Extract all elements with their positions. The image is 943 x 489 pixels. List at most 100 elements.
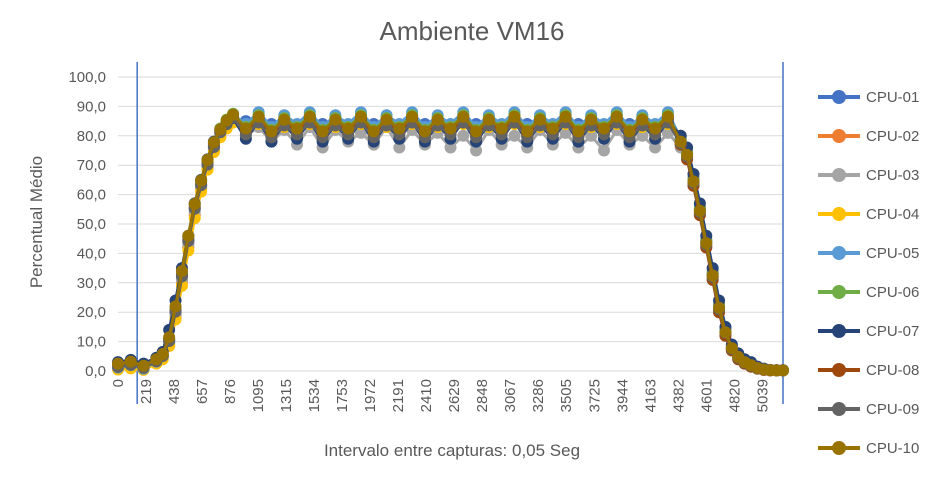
legend-item: CPU-06 <box>818 284 919 301</box>
legend-marker <box>832 207 846 221</box>
x-tick-label: 3286 <box>530 379 547 412</box>
data-point <box>623 125 636 138</box>
data-point <box>649 141 662 154</box>
data-point <box>610 110 623 123</box>
x-tick-label: 2410 <box>418 379 435 412</box>
legend-marker <box>832 129 846 143</box>
y-tick-label: 90,0 <box>77 98 106 115</box>
legend-label: CPU-10 <box>866 440 919 457</box>
y-axis-title: Percentual Médio <box>27 156 46 288</box>
series-layer <box>112 106 789 377</box>
data-point <box>521 125 534 138</box>
data-point <box>112 357 124 370</box>
legend-item: CPU-07 <box>818 323 919 340</box>
data-point <box>182 229 195 242</box>
data-point <box>418 125 431 138</box>
legend-label: CPU-08 <box>866 362 919 379</box>
data-point <box>725 342 738 355</box>
data-point <box>201 153 214 166</box>
data-point <box>495 122 508 135</box>
vertical-markers <box>136 62 784 404</box>
data-point <box>636 113 649 126</box>
legend-item: CPU-09 <box>818 401 919 418</box>
data-point <box>508 129 521 142</box>
y-tick-label: 80,0 <box>77 128 106 145</box>
data-point <box>649 122 662 135</box>
data-point <box>636 129 649 142</box>
data-point <box>597 122 610 135</box>
legend-marker <box>832 285 846 299</box>
data-point <box>572 125 585 138</box>
x-tick-label: 2629 <box>446 379 463 412</box>
data-point <box>175 265 188 278</box>
x-tick-label: 1315 <box>278 379 295 412</box>
data-point <box>444 122 457 135</box>
data-point <box>482 113 495 126</box>
y-tick-label: 40,0 <box>77 245 106 262</box>
legend-marker <box>832 90 846 104</box>
data-point <box>693 204 706 217</box>
chart-title: Ambiente VM16 <box>380 16 565 46</box>
data-point <box>163 331 176 344</box>
series-cpu-10 <box>112 108 789 377</box>
data-point <box>559 110 572 123</box>
data-point <box>367 125 380 138</box>
legend-label: CPU-01 <box>866 89 919 106</box>
legend-label: CPU-06 <box>866 284 919 301</box>
x-tick-label: 438 <box>166 379 183 404</box>
data-point <box>214 123 227 136</box>
data-point <box>156 347 169 360</box>
y-tick-label: 100,0 <box>68 69 106 86</box>
legend-label: CPU-07 <box>866 323 919 340</box>
legend-label: CPU-03 <box>866 167 919 184</box>
data-point <box>700 237 713 250</box>
y-tick-label: 0,0 <box>85 363 106 380</box>
data-point <box>508 110 521 123</box>
data-point <box>169 300 182 313</box>
y-tick-label: 70,0 <box>77 157 106 174</box>
data-point <box>585 129 598 142</box>
x-tick-label: 4163 <box>642 379 659 412</box>
y-axis-ticks: 0,0 10,0 20,0 30,0 40,0 50,0 60,0 70,0 80,0 90,0 1… <box>68 69 106 380</box>
data-point <box>431 113 444 126</box>
x-axis-title: Intervalo entre capturas: 0,05 Seg <box>324 441 580 460</box>
data-point <box>470 125 483 138</box>
x-tick-label: 1972 <box>362 379 379 412</box>
x-tick-label: 5039 <box>754 379 771 412</box>
data-point <box>354 126 367 139</box>
x-tick-label: 2191 <box>390 379 407 412</box>
data-point <box>457 129 470 142</box>
legend-marker <box>832 402 846 416</box>
data-point <box>207 136 220 149</box>
data-point <box>393 141 406 154</box>
x-tick-label: 4601 <box>698 379 715 412</box>
x-tick-label: 3725 <box>586 379 603 412</box>
y-tick-label: 20,0 <box>77 304 106 321</box>
data-point <box>227 108 240 121</box>
x-tick-label: 0 <box>110 379 127 387</box>
data-point <box>719 326 732 339</box>
legend-marker <box>832 363 846 377</box>
legend-marker <box>832 168 846 182</box>
legend-marker <box>832 324 846 338</box>
data-point <box>265 125 278 138</box>
x-tick-label: 3944 <box>614 379 631 412</box>
data-point <box>393 122 406 135</box>
legend-item: CPU-05 <box>818 245 919 262</box>
data-point <box>316 125 329 138</box>
data-point <box>354 110 367 123</box>
legend-item: CPU-08 <box>818 362 919 379</box>
x-tick-label: 2848 <box>474 379 491 412</box>
data-point <box>444 141 457 154</box>
data-point <box>406 110 419 123</box>
legend-item: CPU-03 <box>818 167 919 184</box>
data-point <box>342 122 355 135</box>
data-point <box>559 126 572 139</box>
legend-item: CPU-02 <box>818 128 919 145</box>
legend-label: CPU-02 <box>866 128 919 145</box>
data-point <box>278 113 291 126</box>
x-tick-label: 876 <box>222 379 239 404</box>
data-point <box>585 113 598 126</box>
